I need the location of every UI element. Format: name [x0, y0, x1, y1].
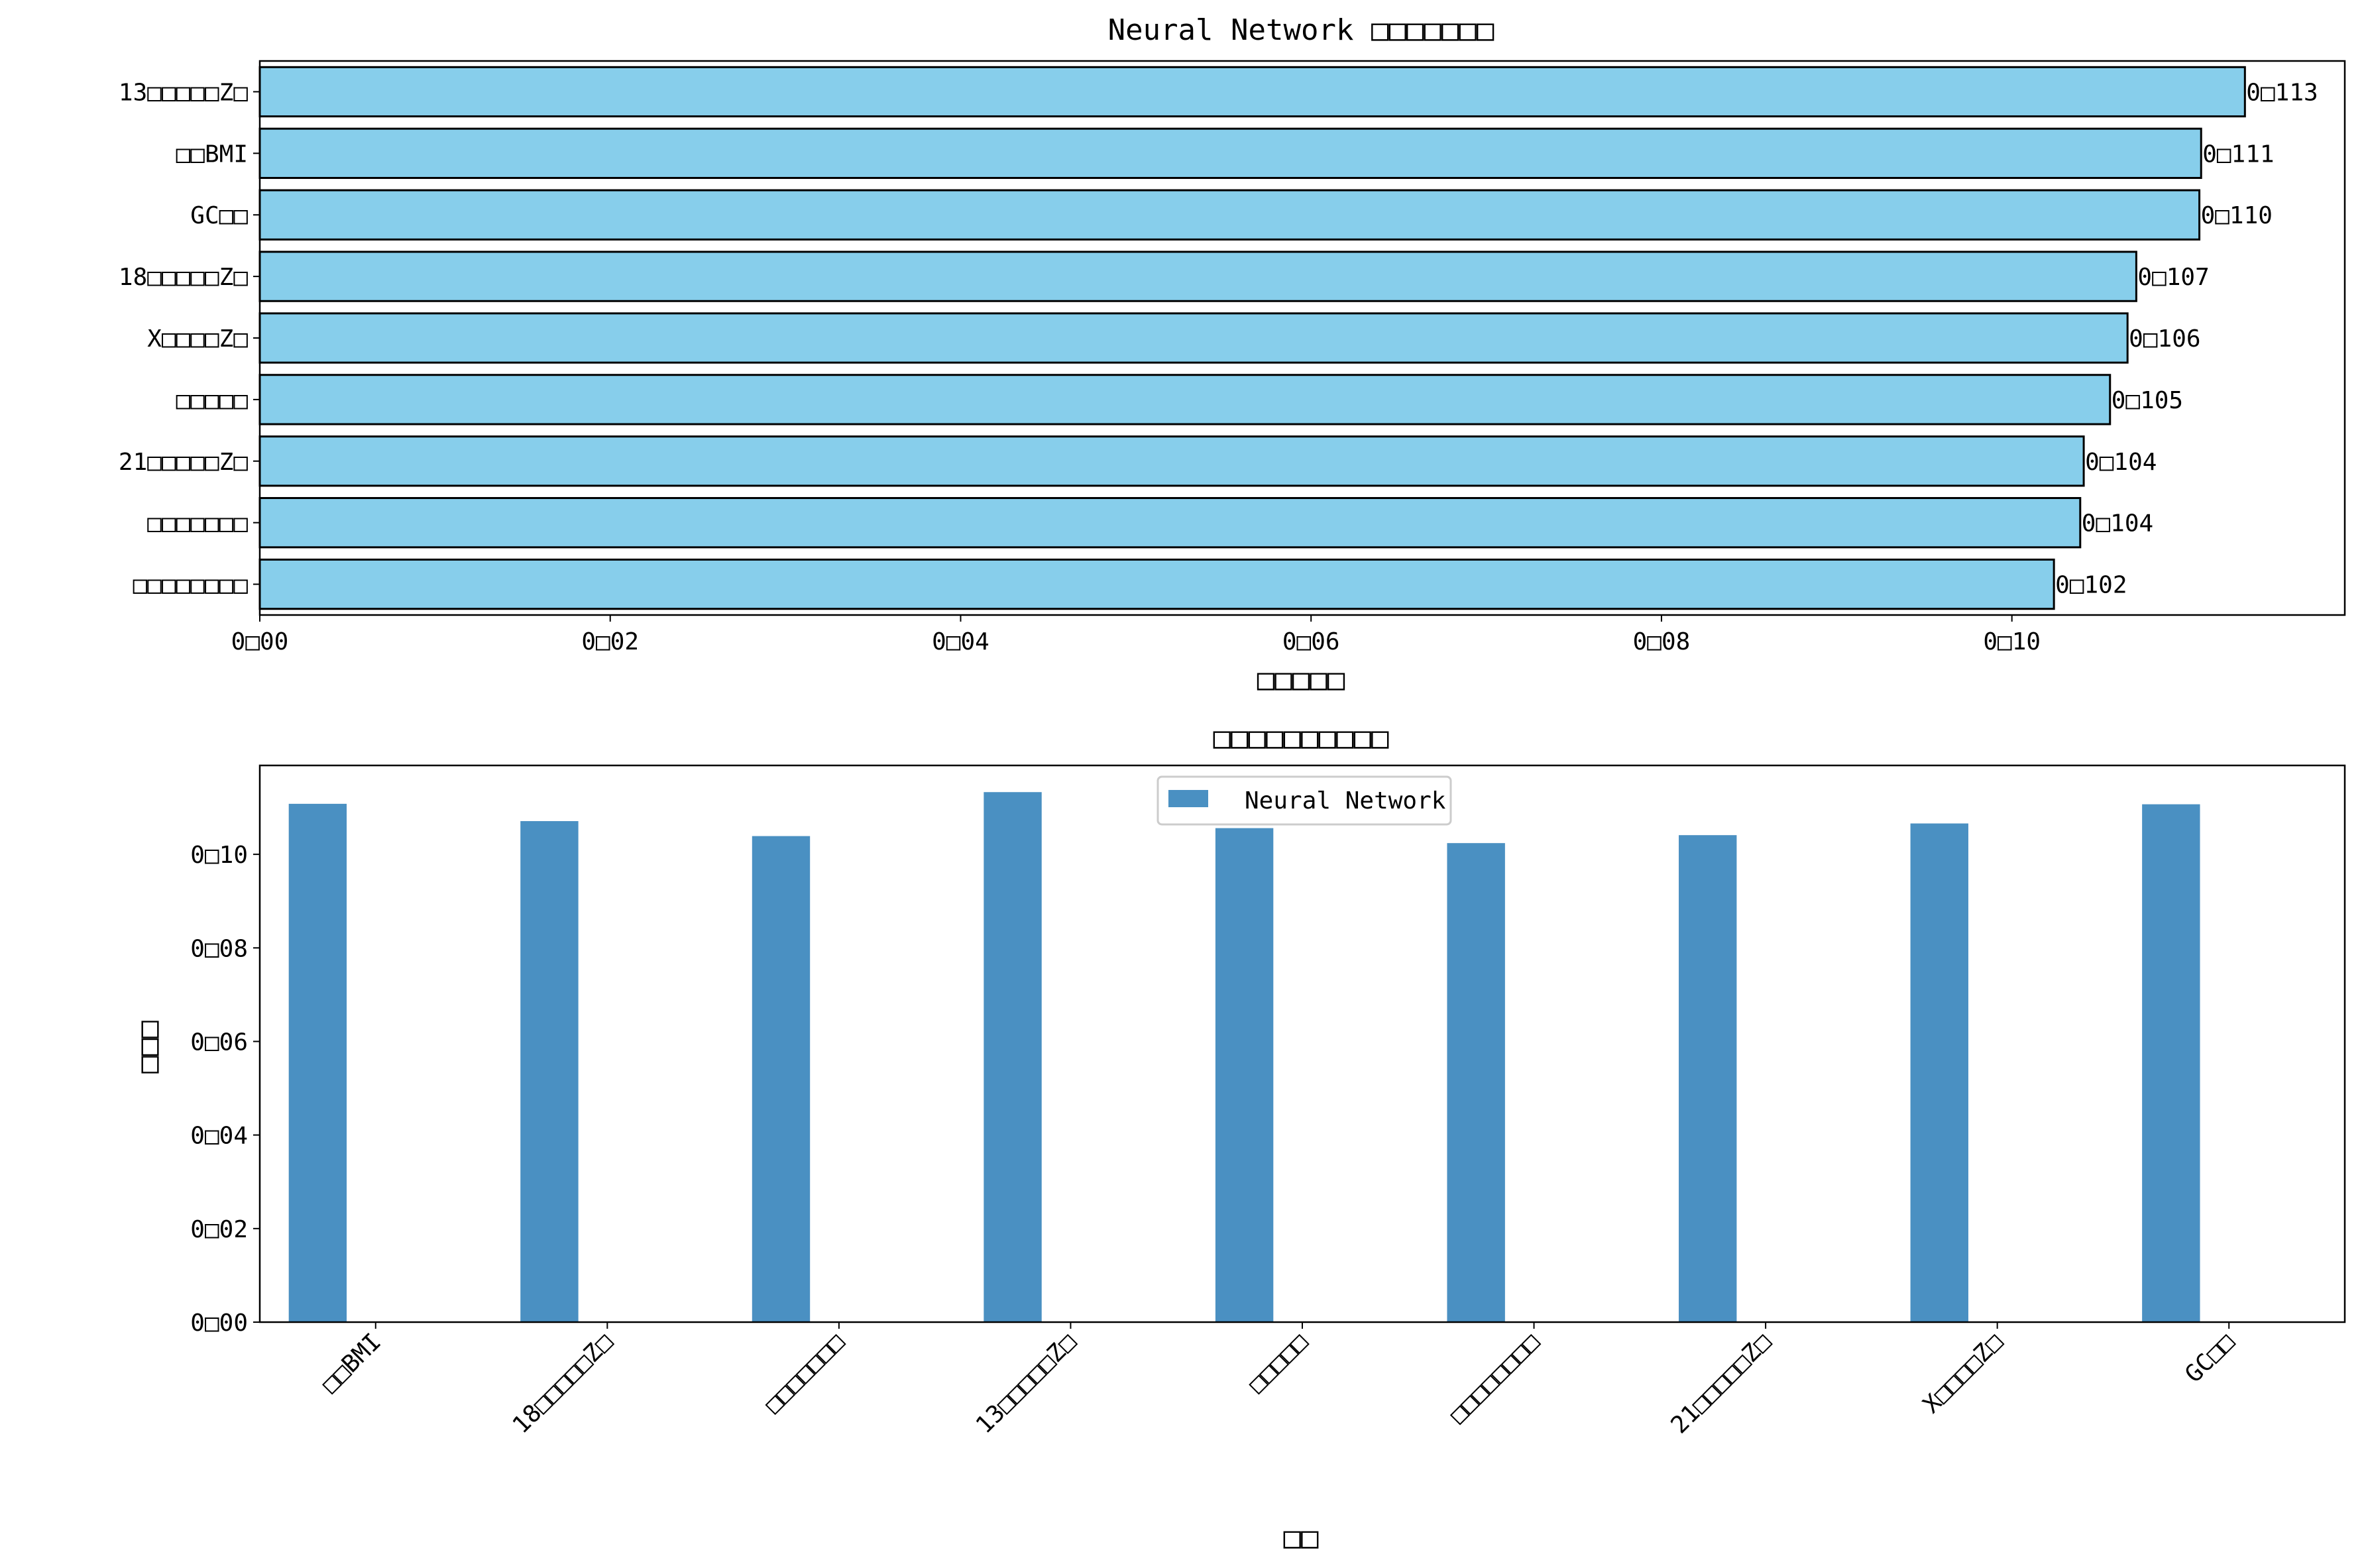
bottom-bar — [1679, 835, 1737, 1322]
top-y-tick-label: 18□□□□□Z□ — [119, 264, 248, 291]
top-bar — [258, 374, 2112, 425]
bottom-chart-title: □□□□□□□□□□ — [1213, 721, 1389, 755]
top-y-tick-label: 13□□□□□Z□ — [119, 79, 248, 106]
top-bar-value-label: 0□104 — [2085, 449, 2157, 476]
bottom-bar — [2142, 804, 2200, 1322]
bottom-bar — [1447, 843, 1505, 1322]
bottom-x-tick-label: 13□□□□□Z□ — [971, 1328, 1082, 1439]
top-x-tick-label: 0□06 — [1282, 628, 1340, 655]
top-bar-value-label: 0□107 — [2137, 264, 2209, 291]
bottom-y-tick-label: 0□00 — [190, 1310, 248, 1337]
top-x-tick-label: 0□04 — [932, 628, 989, 655]
bottom-x-tick-label: □□□□□□□ — [760, 1328, 850, 1419]
top-bar-value-label: 0□104 — [2082, 510, 2153, 537]
top-y-tick-label: GC□□ — [190, 202, 248, 229]
top-bar — [258, 558, 2055, 610]
top-bar-value-label: 0□113 — [2246, 79, 2318, 106]
bottom-x-tick-label: 18□□□□□Z□ — [508, 1328, 618, 1439]
bottom-x-tick-label: □□□□□□□□ — [1444, 1328, 1545, 1429]
top-x-tick-label: 0□08 — [1633, 628, 1691, 655]
bottom-x-tick-label: GC□□ — [2180, 1328, 2240, 1388]
top-chart: Neural Network □□□□□□□ 0□11313□□□□□Z□0□1… — [119, 13, 2346, 697]
top-y-tick-label: X□□□□Z□ — [147, 325, 248, 353]
top-x-tick-label: 0□10 — [1983, 628, 2041, 655]
bottom-bar — [984, 792, 1042, 1322]
bottom-chart: □□□□□□□□□□ □□BMI 18□□□□□Z□ □□□□□□□ 13□□□□□Z… — [131, 721, 2346, 1555]
bottom-axes-frame — [258, 764, 2346, 1323]
bottom-bar — [752, 836, 811, 1322]
bottom-bar — [520, 821, 579, 1322]
top-bar — [258, 497, 2082, 549]
bottom-x-tick-label: □□BMI — [317, 1328, 387, 1398]
bottom-y-tick-label: 0□02 — [190, 1216, 248, 1243]
bottom-x-tick-label: □□□□□ — [1243, 1328, 1314, 1398]
top-y-tick-label: □□□□□ — [176, 387, 249, 414]
bottom-y-tick-label: 0□04 — [190, 1123, 248, 1150]
bottom-bar — [288, 803, 347, 1322]
top-axes-frame — [258, 60, 2346, 616]
top-y-tick-label: 21□□□□□Z□ — [119, 449, 248, 476]
bottom-y-tick-label: 0□06 — [190, 1029, 248, 1056]
bottom-x-tick-label: 21□□□□□Z□ — [1666, 1328, 1777, 1439]
top-bar-value-label: 0□105 — [2112, 387, 2183, 414]
bottom-bar — [1215, 828, 1274, 1322]
top-chart-plot-area: 0□113 13□□□□□Z□ 0□111 □□BMI 0□110 GC□□ 0□107 18… — [119, 60, 2346, 655]
top-bar — [258, 312, 2129, 364]
legend-swatch-neural-network — [1168, 790, 1208, 807]
bottom-y-tick-label: 0□08 — [190, 935, 248, 962]
top-bar-value-label: 0□111 — [2202, 140, 2274, 168]
bottom-chart-x-axis-label: □□ — [1284, 1521, 1319, 1555]
top-x-tick-label: 0□00 — [231, 628, 289, 655]
top-bar-value-label: 0□106 — [2129, 325, 2200, 353]
top-bar — [258, 435, 2085, 487]
top-bar — [258, 127, 2202, 179]
legend-label-neural-network: Neural Network — [1245, 787, 1446, 814]
bottom-chart-y-axis-label: □□□ — [131, 1021, 165, 1074]
bottom-y-tick-label: 0□10 — [190, 842, 248, 869]
bottom-x-tick-label: X□□□□Z□ — [1918, 1328, 2009, 1419]
top-bar — [258, 189, 2201, 241]
top-x-tick-label: 0□02 — [581, 628, 639, 655]
top-y-tick-label: □□□□□□□□ — [133, 572, 249, 599]
bottom-bar — [1910, 823, 1968, 1322]
bottom-chart-legend: Neural Network — [1156, 775, 1452, 826]
top-bar-value-label: 0□110 — [2201, 202, 2273, 229]
bottom-chart-plot-area: □□BMI 18□□□□□Z□ □□□□□□□ 13□□□□□Z□ □□□□□ □□□□□… — [190, 764, 2346, 1439]
top-bar-value-label: 0□102 — [2055, 572, 2127, 599]
top-y-tick-label: □□BMI — [176, 140, 248, 168]
top-bar — [258, 66, 2246, 118]
top-bar — [258, 251, 2137, 302]
top-y-tick-label: □□□□□□□ — [147, 510, 248, 537]
legend-frame — [1156, 775, 1452, 826]
top-chart-title: Neural Network □□□□□□□ — [1108, 13, 1494, 47]
top-chart-x-axis-label: □□□□□ — [1257, 663, 1345, 697]
